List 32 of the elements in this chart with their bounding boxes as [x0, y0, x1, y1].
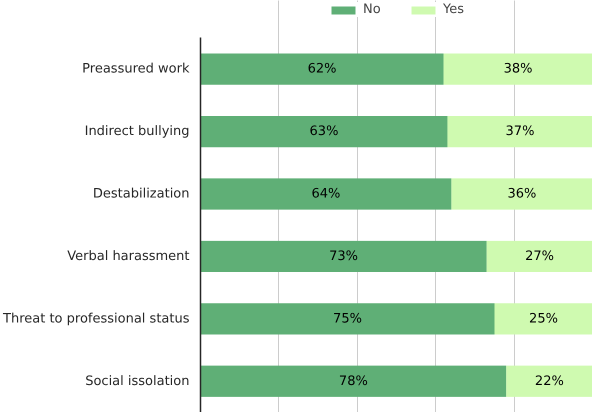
bar: [200, 178, 452, 210]
data-label: 64%: [311, 186, 340, 202]
y-tick-label: Threat to professional status: [2, 311, 190, 326]
bar: [447, 116, 592, 148]
bar: [486, 240, 592, 272]
bar: [200, 240, 487, 272]
bar: [200, 54, 444, 85]
data-label: 38%: [504, 62, 532, 77]
bar: [451, 178, 592, 210]
y-tick-label: Destabilization: [92, 186, 190, 202]
data-label: 73%: [329, 248, 358, 264]
bar: [506, 366, 592, 397]
bar: [494, 303, 592, 334]
data-label: 37%: [506, 124, 534, 140]
y-tick-label: Verbal harassment: [67, 248, 190, 264]
data-label: 62%: [308, 62, 336, 77]
bar: [444, 54, 592, 85]
bar: [200, 366, 506, 397]
data-label: 78%: [338, 374, 368, 389]
y-tick-label: Social issolation: [85, 374, 190, 389]
data-label: 25%: [529, 311, 558, 326]
bar: [200, 116, 448, 148]
y-tick-label: Indirect bullying: [84, 124, 190, 140]
legend-label: No: [363, 2, 382, 17]
data-label: 22%: [534, 374, 564, 389]
data-label: 63%: [310, 124, 338, 140]
data-label: 75%: [333, 311, 362, 326]
legend-label: Yes: [443, 2, 464, 17]
y-tick-label: Preassured work: [82, 62, 190, 77]
data-label: 27%: [525, 248, 554, 264]
bar: [200, 303, 494, 334]
data-label: 36%: [507, 186, 536, 202]
